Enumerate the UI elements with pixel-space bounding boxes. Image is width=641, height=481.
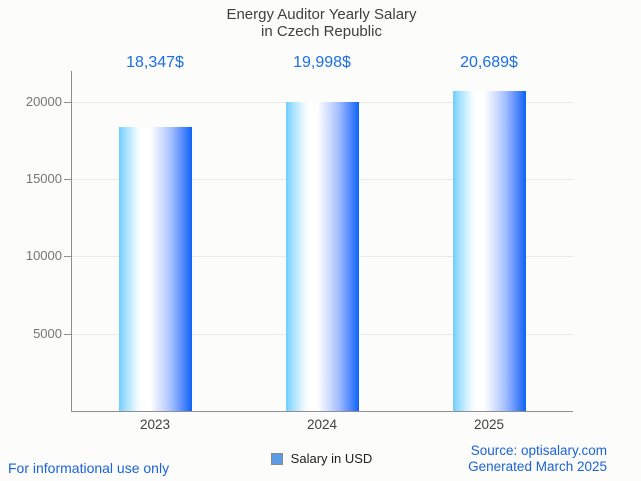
x-tick-label-2023: 2023: [139, 417, 171, 432]
legend-swatch-icon: [270, 453, 283, 465]
data-label-2025: 20,689$: [460, 54, 518, 71]
legend: Salary in USD: [71, 452, 572, 466]
chart-title-line1: Energy Auditor Yearly Salary: [226, 6, 417, 23]
legend-label: Salary in USD: [290, 451, 373, 466]
data-label-2023: 18,347$: [126, 54, 184, 71]
y-tick-label-20000: 20000: [25, 94, 62, 109]
bar-2025: [453, 91, 526, 411]
bar-2024: [286, 102, 359, 411]
footer-disclaimer: For informational use only: [8, 460, 170, 476]
x-tick-label-2025: 2025: [473, 417, 505, 432]
y-tick-mark-10000: [64, 256, 72, 257]
bar-2023: [119, 127, 192, 411]
footer-source-line: Source: optisalary.com: [470, 443, 607, 458]
footer-source: Source: optisalary.com Generated March 2…: [468, 443, 607, 475]
chart-title-line2: in Czech Republic: [261, 22, 382, 40]
y-tick-label-10000: 10000: [25, 248, 62, 263]
y-tick-mark-15000: [64, 179, 72, 180]
x-axis-labels: 2023 2024 2025: [71, 417, 572, 433]
y-tick-label-5000: 5000: [33, 326, 62, 341]
footer-generated-line: Generated March 2025: [468, 459, 607, 474]
data-labels-row: 18,347$ 19,998$ 20,689$: [71, 53, 572, 73]
y-tick-mark-5000: [64, 334, 72, 335]
data-label-2024: 19,998$: [293, 54, 351, 71]
y-tick-label-15000: 15000: [25, 171, 62, 186]
y-tick-mark-20000: [64, 102, 72, 103]
chart-title: Energy Auditor Yearly Salary in Czech Re…: [71, 6, 572, 40]
x-tick-label-2024: 2024: [306, 417, 338, 432]
plot-area: 5000 10000 15000 20000: [26, 71, 573, 412]
